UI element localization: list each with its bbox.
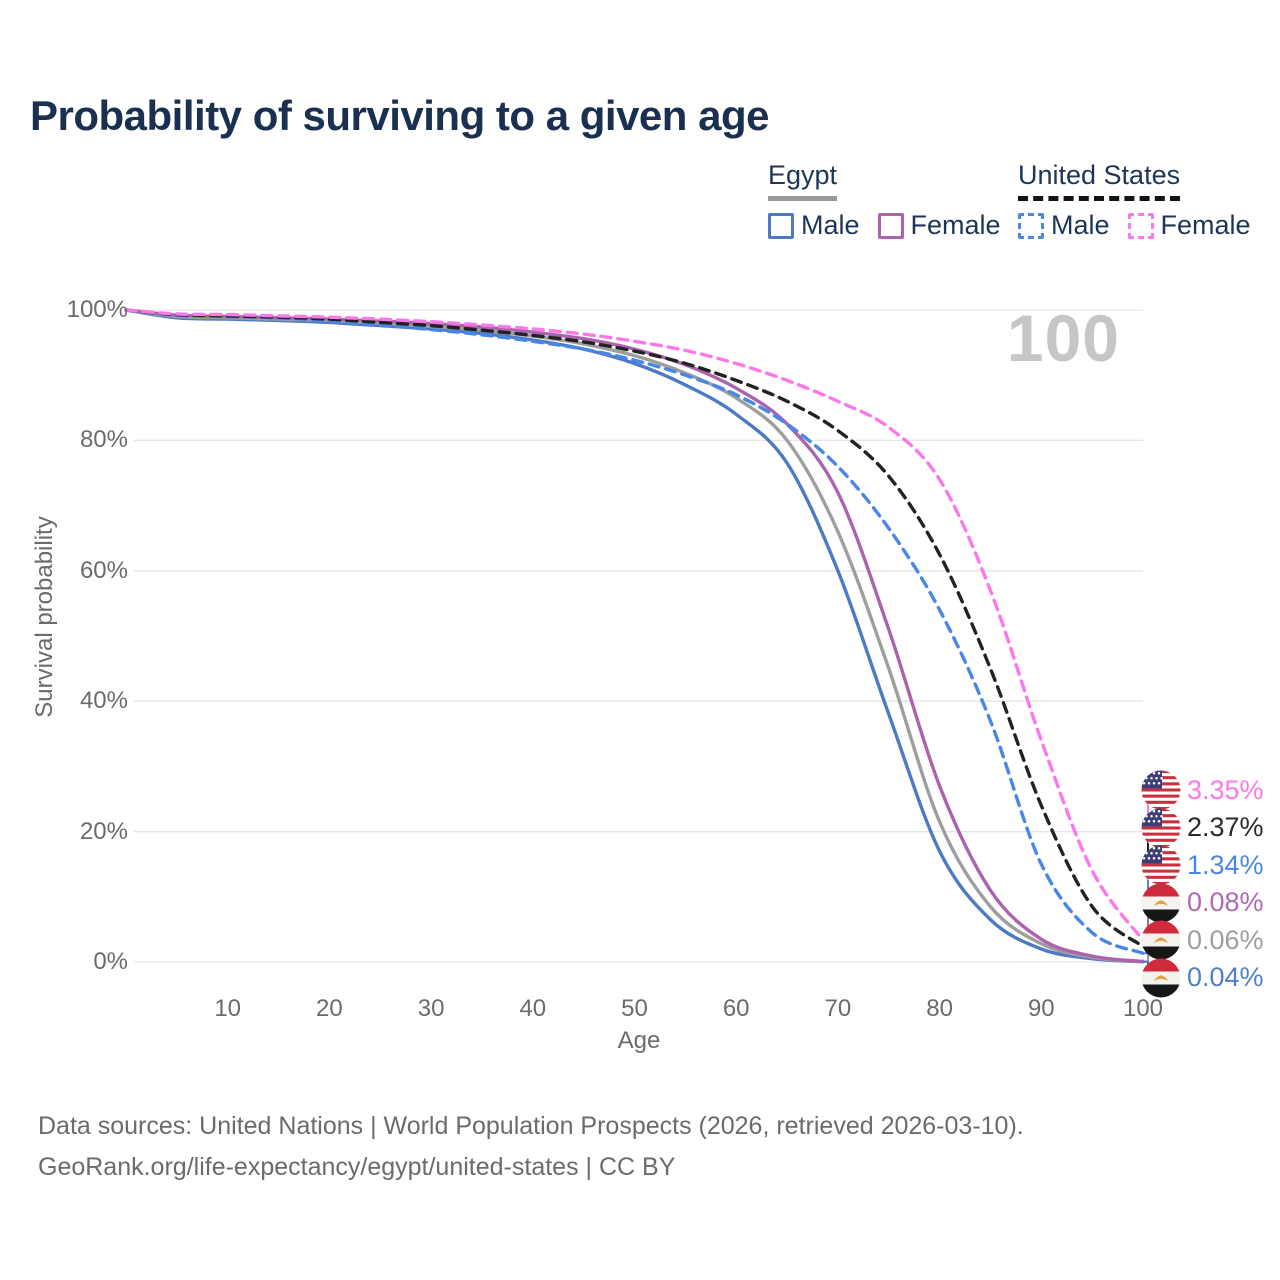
line-egypt-male xyxy=(124,308,1145,964)
x-tick-label: 100 xyxy=(1122,995,1164,1022)
end-label-us-total: 2.37% xyxy=(1141,808,1264,848)
x-tick-label: 10 xyxy=(214,995,242,1022)
x-tick-label: 30 xyxy=(417,995,445,1022)
us-flag-icon xyxy=(1141,770,1181,810)
us-flag-icon xyxy=(1141,808,1181,847)
end-label-value: 3.35% xyxy=(1187,774,1264,805)
y-tick-label: 60% xyxy=(79,556,128,584)
checkbox-egypt-male xyxy=(768,212,794,239)
us-flag-icon xyxy=(1141,845,1181,885)
page-title: Probability of surviving to a given age xyxy=(30,92,769,139)
legend-item-egypt-male[interactable]: Male xyxy=(768,210,860,241)
legend-header-united-states[interactable]: United States xyxy=(1018,160,1181,201)
legend-group-united-states: United States Male Female xyxy=(1018,160,1251,241)
footer: Data sources: United Nations | World Pop… xyxy=(38,1106,1024,1188)
y-tick-label: 40% xyxy=(79,687,128,715)
end-label-value: 0.08% xyxy=(1187,887,1264,917)
line-us-male xyxy=(124,308,1145,955)
line-us-total xyxy=(124,308,1145,949)
end-label-us-male: 1.34% xyxy=(1141,845,1264,885)
line-egypt-female xyxy=(124,308,1145,964)
legend-item-egypt-female[interactable]: Female xyxy=(877,210,1001,241)
footer-sources: Data sources: United Nations | World Pop… xyxy=(38,1112,1024,1140)
egypt-flag-icon xyxy=(1141,958,1181,997)
legend-label: Male xyxy=(801,210,860,240)
end-label-egypt-male: 0.04% xyxy=(1141,958,1264,998)
end-label-value: 0.04% xyxy=(1187,962,1264,992)
line-egypt-total xyxy=(124,308,1145,964)
legend-header-egypt[interactable]: Egypt xyxy=(768,160,838,201)
egypt-flag-icon xyxy=(1141,920,1181,960)
end-label-egypt-female: 0.08% xyxy=(1141,883,1264,923)
x-tick-label: 60 xyxy=(722,995,750,1022)
x-tick-label: 50 xyxy=(621,995,648,1022)
end-label-value: 2.37% xyxy=(1187,812,1264,842)
y-tick-label: 80% xyxy=(79,426,128,454)
x-axis-title: Age xyxy=(617,1027,661,1054)
checkbox-egypt-female xyxy=(877,212,904,239)
y-tick-label: 100% xyxy=(66,296,128,323)
x-tick-label: 90 xyxy=(1027,995,1055,1022)
end-label-us-female: 3.35% xyxy=(1141,770,1264,810)
line-us-female xyxy=(124,308,1145,942)
end-label-value: 1.34% xyxy=(1187,849,1264,880)
age-counter: 100 xyxy=(1006,301,1120,375)
checkbox-us-female xyxy=(1127,212,1154,239)
legend-label: Female xyxy=(910,210,1001,240)
y-tick-label: 20% xyxy=(79,817,128,845)
x-tick-label: 40 xyxy=(519,995,547,1022)
legend-label: Female xyxy=(1160,210,1251,240)
x-tick-label: 80 xyxy=(926,995,953,1022)
footer-attribution: GeoRank.org/life-expectancy/egypt/united… xyxy=(38,1153,676,1181)
checkbox-us-male xyxy=(1018,212,1044,239)
y-tick-label: 0% xyxy=(93,948,128,975)
legend-item-us-male[interactable]: Male xyxy=(1018,210,1110,241)
legend-group-egypt: Egypt Male Female xyxy=(768,160,1001,241)
x-tick-label: 70 xyxy=(824,995,852,1022)
legend-item-us-female[interactable]: Female xyxy=(1127,210,1251,241)
end-label-egypt-total: 0.06% xyxy=(1141,920,1264,960)
legend-label: Male xyxy=(1051,210,1110,240)
end-label-value: 0.06% xyxy=(1187,924,1264,955)
egypt-flag-icon xyxy=(1141,883,1181,922)
x-tick-label: 20 xyxy=(316,995,343,1022)
